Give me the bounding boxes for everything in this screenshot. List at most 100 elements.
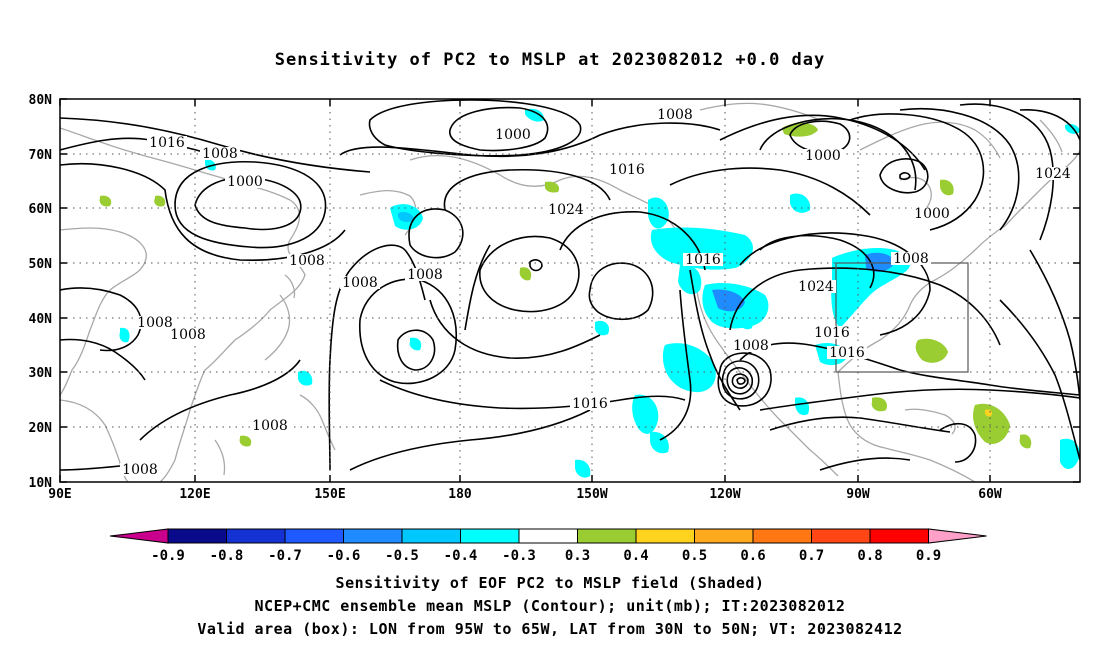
lon-label: 150E (314, 487, 345, 502)
colorbar-segment (635, 528, 695, 544)
lon-label: 120E (179, 487, 210, 502)
contour-label: 1008 (893, 251, 929, 267)
contour-label: 1008 (137, 315, 173, 331)
lon-label: 60W (978, 487, 1002, 502)
contour-label-bg (827, 346, 867, 359)
colorbar-label: -0.4 (444, 548, 478, 564)
contour-label-bg (340, 276, 380, 289)
contour-label-bg (1033, 167, 1073, 180)
contour-label-bg (683, 253, 723, 266)
colorbar-segment (401, 528, 461, 544)
contour-label-bg (607, 163, 647, 176)
lat-label: 50N (29, 257, 53, 272)
contour-label: 1008 (342, 275, 378, 291)
colorbar-label: 0.7 (799, 548, 824, 564)
contour-label-bg (812, 326, 852, 339)
contour-label-bg (405, 268, 445, 281)
contour-label-bg (891, 252, 931, 265)
contour-label: 1016 (829, 345, 865, 361)
colorbar-segment (284, 528, 344, 544)
lat-label: 20N (29, 421, 53, 436)
contour-label: 1000 (495, 127, 531, 143)
contour-label: 1024 (798, 279, 834, 295)
contour-label-bg (120, 463, 160, 476)
map-title: Sensitivity of PC2 to MSLP at 2023082012… (274, 50, 826, 70)
lon-label: 90W (846, 487, 870, 502)
contour-label: 1008 (122, 462, 158, 478)
colorbar-label: -0.8 (210, 548, 244, 564)
contour-label: 1008 (170, 327, 206, 343)
colorbar-label: 0.9 (916, 548, 941, 564)
contour-label-bg (731, 339, 771, 352)
mslp-contours (60, 99, 1080, 471)
contour-label: 1016 (609, 162, 645, 178)
lon-label: 180 (448, 487, 472, 502)
contour-label-bg (493, 128, 533, 141)
contour-label: 1000 (805, 148, 841, 164)
colorbar-label: -0.7 (268, 548, 302, 564)
latitude-axis: 80N 70N 60N 50N 40N 30N 20N 10N (29, 93, 1080, 491)
colorbar-segment (752, 528, 812, 544)
contour-label: 1008 (289, 253, 325, 269)
colorbar-segment (167, 528, 227, 544)
colorbar-label: 0.8 (857, 548, 882, 564)
colorbar-segment (694, 528, 754, 544)
contour-label-bg (570, 397, 610, 410)
colorbar-segment (343, 528, 403, 544)
contour-label: 1008 (733, 338, 769, 354)
contour-label: 1008 (657, 107, 693, 123)
contour-label: 1008 (407, 267, 443, 283)
contour-label: 1016 (572, 396, 608, 412)
map-frame (59, 98, 1081, 483)
contour-label-bg (655, 108, 695, 121)
lon-label: 90E (48, 487, 71, 502)
caption-shading: Sensitivity of EOF PC2 to MSLP field (Sh… (335, 574, 765, 592)
lat-label: 80N (29, 93, 53, 108)
contour-label: 1008 (202, 146, 238, 162)
lat-label: 70N (29, 148, 53, 163)
colorbar-segment (226, 528, 286, 544)
contour-label: 1016 (685, 252, 721, 268)
colorbar-segment (460, 528, 520, 544)
colorbar-min-triangle (109, 528, 169, 544)
colorbar-label: 0.6 (740, 548, 765, 564)
contour-label: 1000 (227, 174, 263, 190)
lon-label: 150W (576, 487, 607, 502)
lat-label: 10N (29, 476, 53, 491)
contour-label: 1008 (252, 418, 288, 434)
contour-labels: 1016 1008 1000 1008 1000 1008 1016 1024 1008 1000… (120, 107, 1073, 478)
colorbar-label: 0.3 (565, 548, 590, 564)
colorbar-label: 0.4 (623, 548, 648, 564)
colorbar-segment (518, 528, 578, 544)
colorbar-max-triangle (928, 528, 987, 544)
contour-label-bg (912, 207, 952, 220)
colorbar-segment (577, 528, 637, 544)
contour-label: 1016 (149, 135, 185, 151)
contour-label-bg (200, 147, 240, 160)
colorbar-segment (869, 528, 929, 544)
colorbar-segment (811, 528, 871, 544)
caption-valid-area: Valid area (box): LON from 95W to 65W, L… (197, 620, 903, 638)
contour-label: 1000 (914, 206, 950, 222)
colorbar-label: -0.3 (502, 548, 536, 564)
lat-label: 30N (29, 366, 53, 381)
colorbar-label: -0.5 (385, 548, 419, 564)
contour-label-bg (225, 175, 265, 188)
contour-label-bg (168, 328, 208, 341)
contour-label-bg (803, 149, 843, 162)
contour-label: 1024 (1035, 166, 1071, 182)
contour-label-bg (135, 316, 175, 329)
contour-label: 1024 (548, 202, 584, 218)
contour-label: 1016 (814, 325, 850, 341)
lat-label: 40N (29, 312, 53, 327)
contour-label-bg (796, 280, 836, 293)
map-plot-area: 1016 1008 1000 1008 1000 1008 1016 1024 1008 1000… (60, 99, 1080, 482)
caption-contour: NCEP+CMC ensemble mean MSLP (Contour); u… (254, 597, 846, 615)
colorbar-label: 0.5 (682, 548, 707, 564)
lon-label: 120W (709, 487, 740, 502)
contour-label-bg (287, 254, 327, 267)
colorbar-label: -0.6 (327, 548, 361, 564)
colorbar: -0.9 -0.8 -0.7 -0.6 -0.5 -0.4 -0.3 0.3 0.4 0.5 0.6… (109, 528, 987, 564)
contour-label-bg (250, 419, 290, 432)
lat-label: 60N (29, 202, 53, 217)
